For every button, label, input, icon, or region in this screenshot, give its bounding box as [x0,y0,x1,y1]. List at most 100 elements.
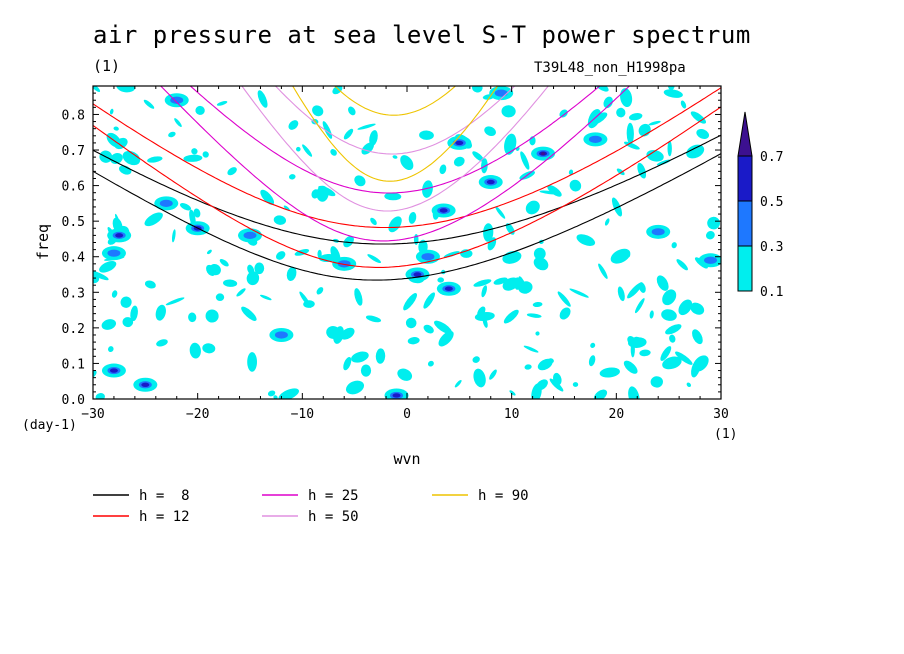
y-tick-label: 0.1 [62,357,85,372]
y-axis: 0.0 0.1 0.2 0.3 0.4 0.5 0.6 0.7 0.8 [62,92,721,408]
dispersion-curves [93,86,721,281]
noise-blob [518,281,533,294]
y-tick-label: 0.7 [62,144,85,159]
noise-blob [531,383,542,399]
noise-blob [302,144,313,157]
noise-blob [147,156,163,163]
noise-blob [115,213,121,228]
noise-blob [502,250,522,264]
noise-blob [483,223,494,242]
dispersion-curve-h90-n2 [333,86,457,116]
colorbar-label: 0.3 [760,240,783,255]
noise-blob [630,342,635,358]
contour-patch-level [588,135,602,143]
legend-label-h50: h = 50 [308,509,359,525]
noise-blob [707,216,720,230]
noise-blob [501,105,516,118]
noise-blob [489,369,497,380]
noise-blob [193,208,201,218]
colorbar-label: 0.5 [760,195,783,210]
noise-blob [183,154,203,162]
contour-patch-level [141,382,150,387]
noise-blob [598,263,608,279]
noise-blob [472,86,483,93]
noise-blob [637,162,647,179]
noise-blob [680,100,687,109]
noise-blob [559,109,568,118]
y-tick-label: 0.6 [62,180,85,195]
noise-blob [227,167,237,176]
noise-blob [589,112,608,126]
noise-blob [419,130,434,140]
noise-blob [593,389,608,399]
noise-blob [205,309,219,323]
dispersion-curve-h50-n2 [274,86,516,155]
curve-legend: h = 8 h = 12 h = 25 h = 50 h = 90 [93,488,529,525]
contour-patch-level [243,231,257,239]
y-tick-label: 0.2 [62,322,85,337]
noise-blob [624,141,640,150]
dispersion-curve-h90-n1 [292,86,499,182]
noise-blob [303,300,315,308]
noise-blob [93,274,100,284]
noise-blob [648,120,661,126]
noise-blob [568,169,574,175]
noise-blob [370,217,377,226]
noise-blob [257,90,268,108]
noise-blob [576,234,596,246]
noise-blob [649,310,654,319]
noise-blob [526,313,542,318]
noise-blob [206,249,212,255]
noise-blob [260,189,275,205]
colorbar-segment [737,200,753,247]
noise-blob [260,294,272,301]
title-unit: (1) [93,57,121,75]
noise-blob [495,206,506,219]
noise-blob [676,259,688,271]
colorbar: 0.1 0.3 0.5 0.7 [737,111,783,300]
x-tick-label: −30 [81,407,104,422]
noise-blob [604,218,610,226]
noise-blob [369,130,378,146]
noise-blob [286,266,297,281]
noise-blob [427,360,434,367]
noise-blob [477,306,486,318]
noise-blob [623,360,638,374]
noise-blob [195,105,205,115]
noise-blob [343,128,354,140]
noise-blob [407,337,420,345]
noise-blob [273,215,287,225]
noise-blob [690,111,707,124]
noise-blob [434,320,452,335]
noise-blob [113,126,119,131]
noise-blob [569,179,582,192]
noise-blob [219,258,229,267]
noise-blob [533,257,549,271]
noise-blob [188,312,197,323]
noise-blob [535,331,540,336]
noise-blob [549,378,564,392]
noise-blob [635,298,645,314]
noise-blob [472,356,480,363]
noise-blob [588,355,596,367]
noise-blob [95,393,105,399]
noise-blob [646,149,664,162]
colorbar-segment [737,245,753,292]
noise-blob [454,379,462,388]
noise-blob [620,88,633,108]
noise-blob [295,146,301,152]
noise-blob [533,247,546,260]
noise-blob [144,280,156,289]
noise-blob [656,159,671,166]
noise-blob [120,296,132,308]
contour-patch-level [455,140,464,146]
colorbar-segment [737,155,753,202]
noise-blob [340,327,355,340]
noise-blob [667,140,672,157]
noise-blob [384,192,402,201]
noise-blob [397,368,413,381]
contour-patch-level [107,249,121,257]
noise-blob [663,89,683,98]
legend-label-h12: h = 12 [139,509,190,525]
